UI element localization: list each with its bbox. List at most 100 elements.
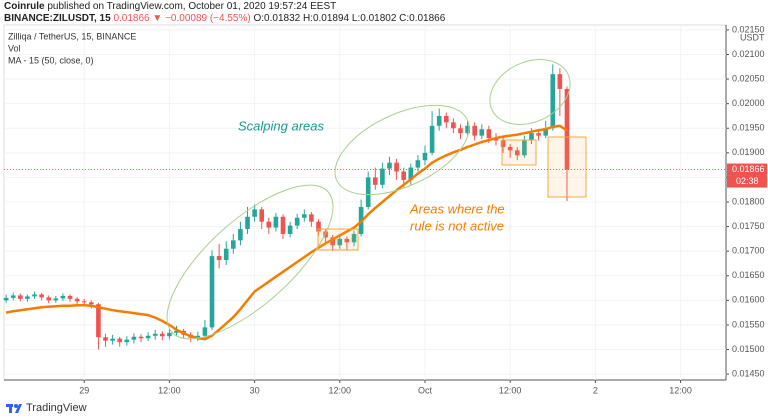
candle-body xyxy=(351,233,357,243)
candle-body xyxy=(39,294,44,298)
footer: TradingView xyxy=(6,402,87,414)
publish-line: Coinrule published on TradingView.com, O… xyxy=(4,1,336,12)
candle-body xyxy=(472,125,477,136)
candle-body xyxy=(522,140,527,156)
candle-body xyxy=(429,125,435,153)
candle-body xyxy=(152,333,158,336)
candle-body xyxy=(138,336,144,339)
x-tick-label: 29 xyxy=(79,385,89,395)
price: 0.01866 xyxy=(113,13,150,24)
y-tick-label: 0.01700 xyxy=(732,246,765,256)
scalp-area xyxy=(166,184,334,340)
ohlc-values: O:0.01832 H:0.01894 L:0.01802 C:0.01866 xyxy=(253,13,446,24)
moving-average xyxy=(5,124,568,341)
y-tick-label: 0.02150 xyxy=(732,24,765,34)
inactive-area xyxy=(317,228,359,251)
candle-body xyxy=(202,327,208,336)
candle-body xyxy=(500,140,506,147)
inactive-area xyxy=(547,136,587,198)
x-tick-label: 12:00 xyxy=(158,385,181,395)
candle-body xyxy=(458,128,463,134)
candle-body xyxy=(337,238,343,246)
candle-body xyxy=(3,297,9,301)
candle-body xyxy=(103,337,108,341)
candle-body xyxy=(245,216,250,230)
y-tick-label: 0.01800 xyxy=(732,196,765,206)
y-tick-label: 0.02100 xyxy=(732,49,765,59)
scalp-area xyxy=(489,59,571,125)
candle-body xyxy=(89,302,94,305)
candle-body xyxy=(81,301,87,303)
currency: USDT xyxy=(740,32,765,42)
brand: TradingView xyxy=(26,402,87,414)
candle-body xyxy=(124,339,130,343)
candle-body xyxy=(231,240,236,249)
candle-body xyxy=(174,330,179,333)
candle-body xyxy=(216,256,222,261)
annotation: Areas where the xyxy=(409,201,505,216)
symbol: BINANCE:ZILUSDT, 15 xyxy=(4,13,111,24)
volume-label: Vol xyxy=(8,43,21,53)
candle-body xyxy=(18,295,23,299)
candle-body xyxy=(387,162,392,169)
candle-body xyxy=(309,214,314,222)
candle-body xyxy=(223,248,229,261)
candle-body xyxy=(160,333,165,337)
candle-body xyxy=(25,296,30,299)
candle-body xyxy=(365,177,371,207)
candle-body xyxy=(316,221,321,232)
symbol-line: BINANCE:ZILUSDT, 15 0.01866 ▼ −0.00089 (… xyxy=(4,13,445,24)
candle-body xyxy=(131,336,137,340)
candle-body xyxy=(259,209,265,222)
candle-body xyxy=(443,115,449,123)
countdown-tag xyxy=(727,175,767,188)
candle-body xyxy=(117,338,123,343)
price-tag-label: 0.01866 xyxy=(732,164,765,174)
candle-body xyxy=(266,221,272,228)
y-tick-label: 0.02050 xyxy=(732,73,765,83)
candle-body xyxy=(238,229,243,241)
candle-body xyxy=(46,297,52,301)
candle-body xyxy=(209,256,215,328)
candle-body xyxy=(372,177,378,185)
candle-body xyxy=(486,129,492,139)
change: ▼ −0.00089 (−4.55%) xyxy=(152,13,251,24)
y-tick-label: 0.01950 xyxy=(732,123,765,133)
candle-body xyxy=(507,146,513,151)
candle-body xyxy=(145,335,151,339)
x-tick-label: 12:00 xyxy=(499,385,522,395)
candle-body xyxy=(323,231,328,238)
scalp-area xyxy=(334,104,470,196)
countdown-label: 02:38 xyxy=(736,176,759,186)
candle-body xyxy=(74,298,80,302)
candle-body xyxy=(96,304,101,338)
candle-body xyxy=(330,237,336,246)
candle-body xyxy=(408,167,414,180)
candle-body xyxy=(436,115,442,126)
y-tick-label: 0.01650 xyxy=(732,270,765,280)
ma-label: MA - 15 (50, close, 0) xyxy=(8,55,94,65)
candle-body xyxy=(422,152,428,161)
y-tick-label: 0.01750 xyxy=(732,221,765,231)
candle-body xyxy=(557,74,563,89)
y-tick-label: 0.01900 xyxy=(732,147,765,157)
candle-body xyxy=(287,225,293,234)
candle-body xyxy=(394,162,399,172)
x-tick-label: 12:00 xyxy=(669,385,692,395)
chart-title: Zilliqa / TetherUS, 15, BINANCE xyxy=(8,31,136,41)
x-tick-label: 2 xyxy=(593,385,598,395)
candle-body xyxy=(10,295,16,298)
candle-body xyxy=(53,298,59,301)
candle-body xyxy=(465,125,470,134)
candle-body xyxy=(294,217,300,226)
candle-body xyxy=(32,294,37,297)
candle-body xyxy=(273,216,279,228)
candle-body xyxy=(195,335,201,338)
candle-body xyxy=(67,295,73,299)
y-tick-label: 0.01500 xyxy=(732,344,765,354)
y-tick-label: 0.01450 xyxy=(732,368,765,378)
logo xyxy=(6,404,22,413)
price-tag xyxy=(727,163,767,176)
